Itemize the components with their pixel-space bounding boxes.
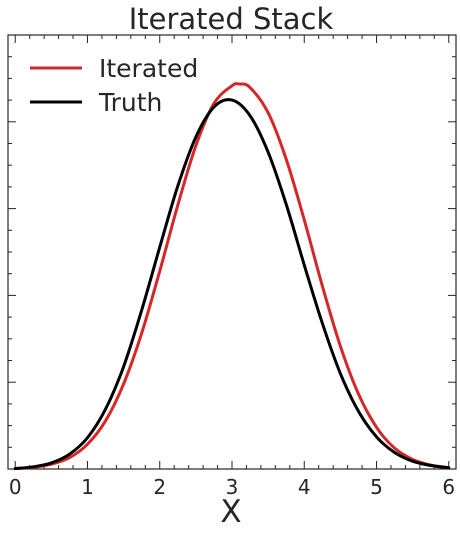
x-tick-label: 1 <box>81 475 94 499</box>
series-line-iterated <box>13 82 451 471</box>
x-tick-label: 6 <box>442 475 455 499</box>
x-axis-label: X <box>220 494 241 530</box>
x-tick-label: 3 <box>226 475 239 499</box>
legend-label-truth: Truth <box>98 88 162 117</box>
series-layer <box>13 82 451 471</box>
x-tick-label: 2 <box>153 475 166 499</box>
x-tick-label: 0 <box>9 475 22 499</box>
axis-ticks: 0 1 2 3 4 5 6 <box>8 34 456 499</box>
x-tick-label: 4 <box>298 475 311 499</box>
legend: Iterated Truth <box>30 54 198 117</box>
x-tick-label: 5 <box>370 475 383 499</box>
series-line-truth <box>13 98 451 471</box>
chart-title: Iterated Stack <box>129 2 334 36</box>
legend-label-iterated: Iterated <box>99 54 198 83</box>
